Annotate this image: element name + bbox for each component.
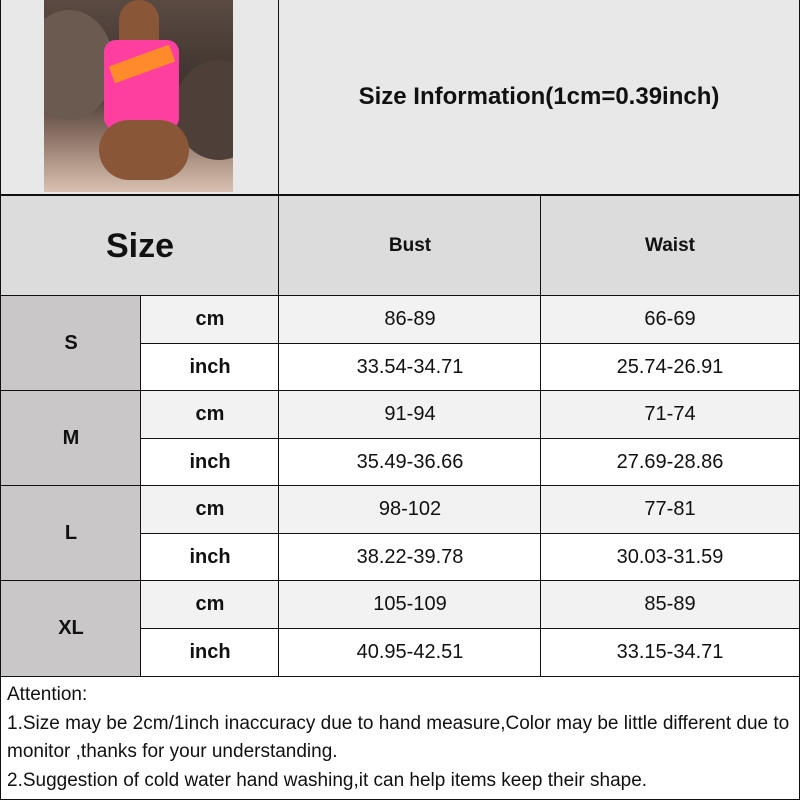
unit-label: inch [140, 437, 280, 487]
size-label: XL [0, 580, 142, 677]
bust-value: 98-102 [278, 485, 542, 535]
unit-label: cm [140, 390, 280, 440]
unit-label: inch [140, 532, 280, 582]
bust-header: Bust [278, 195, 542, 297]
unit-label: cm [140, 295, 280, 345]
waist-value: 25.74-26.91 [540, 342, 800, 392]
bust-value: 38.22-39.78 [278, 532, 542, 582]
size-header: Size [0, 195, 280, 297]
bust-value: 40.95-42.51 [278, 627, 542, 677]
unit-label: cm [140, 580, 280, 630]
waist-value: 85-89 [540, 580, 800, 630]
waist-value: 66-69 [540, 295, 800, 345]
attention-title: Attention: [7, 684, 88, 705]
waist-value: 71-74 [540, 390, 800, 440]
waist-header: Waist [540, 195, 800, 297]
size-label: M [0, 390, 142, 487]
unit-label: inch [140, 342, 280, 392]
attention-notes: Attention: 1.Size may be 2cm/1inch inacc… [0, 676, 800, 800]
waist-value: 77-81 [540, 485, 800, 535]
product-photo [44, 0, 233, 192]
bust-value: 35.49-36.66 [278, 437, 542, 487]
size-label: S [0, 295, 142, 392]
waist-value: 30.03-31.59 [540, 532, 800, 582]
bust-value: 33.54-34.71 [278, 342, 542, 392]
attention-line-2: 2.Suggestion of cold water hand washing,… [7, 769, 648, 791]
page-title: Size Information(1cm=0.39inch) [278, 0, 800, 195]
size-label: L [0, 485, 142, 582]
attention-line-1: 1.Size may be 2cm/1inch inaccuracy due t… [7, 712, 790, 763]
unit-label: inch [140, 627, 280, 677]
bust-value: 86-89 [278, 295, 542, 345]
unit-label: cm [140, 485, 280, 535]
waist-value: 33.15-34.71 [540, 627, 800, 677]
bust-value: 91-94 [278, 390, 542, 440]
waist-value: 27.69-28.86 [540, 437, 800, 487]
bust-value: 105-109 [278, 580, 542, 630]
